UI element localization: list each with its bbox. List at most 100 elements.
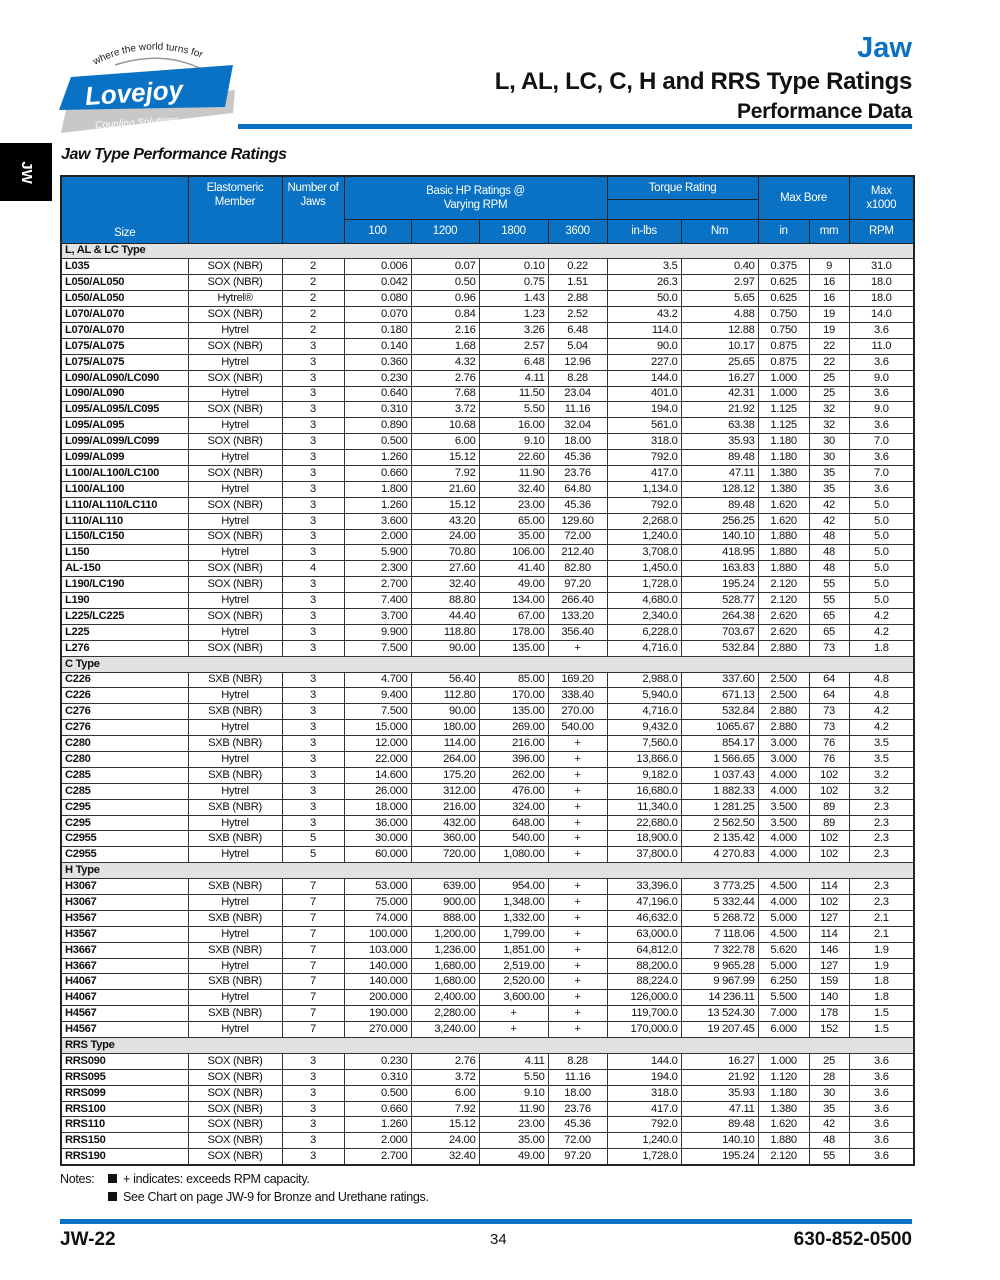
cell-hp-3600: +: [547, 798, 608, 816]
section-row: RRS Type: [60, 1037, 915, 1054]
cell-jaws: 3: [281, 417, 345, 435]
cell-bore-mm: 102: [808, 782, 850, 800]
cell-elastomeric: Hytrel: [187, 512, 283, 530]
cell-bore-in: 1.620: [757, 512, 810, 530]
cell-torque-inlbs: 88,224.0: [606, 973, 682, 991]
table-row: L190 Hytrel 3 7.400 88.80 134.00 266.40 4,680.0…: [60, 592, 915, 609]
cell-hp-1800: 3,600.00: [478, 989, 549, 1007]
side-tab: JW: [0, 143, 52, 201]
cell-hp-1200: 43.20: [410, 512, 480, 530]
cell-max-rpm: 18.0: [848, 290, 915, 308]
cell-bore-mm: 64: [808, 687, 850, 705]
cell-hp-1800: 540.00: [478, 830, 549, 848]
cell-size: L099/AL099/LC099: [60, 433, 189, 451]
header-hp-100: 100: [343, 218, 412, 244]
cell-torque-nm: 13 524.30: [680, 1005, 759, 1023]
cell-max-rpm: 9.0: [848, 401, 915, 419]
cell-size: L070/AL070: [60, 321, 189, 339]
cell-bore-mm: 30: [808, 449, 850, 466]
header-hp-1800: 1800: [478, 218, 549, 244]
cell-elastomeric: Hytrel: [187, 687, 283, 705]
section-row: H Type: [60, 862, 915, 880]
table-row: L090/AL090 Hytrel 3 0.640 7.68 11.50 23.04 401.…: [60, 385, 915, 403]
cell-size: H4567: [60, 1021, 189, 1039]
footer-rule: [60, 1219, 912, 1224]
cell-bore-in: 7.000: [757, 1005, 810, 1023]
cell-torque-inlbs: 561.0: [606, 417, 682, 435]
cell-torque-inlbs: 194.0: [606, 1068, 682, 1086]
cell-torque-nm: 140.10: [680, 528, 759, 546]
cell-size: L276: [60, 639, 189, 657]
cell-max-rpm: 3.2: [848, 766, 915, 784]
cell-max-rpm: 4.2: [848, 719, 915, 737]
cell-hp-1200: 312.00: [410, 782, 480, 800]
cell-torque-inlbs: 37,800.0: [606, 846, 682, 864]
cell-hp-1800: 2,520.00: [478, 973, 549, 991]
cell-elastomeric: SOX (NBR): [187, 464, 283, 482]
cell-bore-mm: 48: [808, 560, 850, 578]
table-row: H4067 Hytrel 7 200.000 2,400.00 3,600.00 +126,…: [60, 989, 915, 1007]
cell-torque-inlbs: 13,866.0: [606, 751, 682, 768]
cell-elastomeric: Hytrel: [187, 1021, 283, 1039]
cell-hp-1800: 396.00: [478, 751, 549, 768]
table-row: L225/LC225 SOX (NBR) 3 3.700 44.40 67.00 133.2…: [60, 607, 915, 625]
cell-hp-1200: 432.00: [410, 814, 480, 832]
cell-jaws: 7: [281, 941, 345, 959]
cell-hp-1200: 1.68: [410, 337, 480, 355]
cell-max-rpm: 1.9: [848, 957, 915, 975]
cell-torque-nm: 337.60: [680, 671, 759, 689]
table-row: C280 Hytrel 3 22.000 264.00 396.00 +13,866.0 1 …: [60, 751, 915, 768]
cell-elastomeric: Hytrel: [187, 925, 283, 943]
cell-bore-mm: 42: [808, 1116, 850, 1134]
cell-bore-mm: 64: [808, 671, 850, 689]
cell-size: H4567: [60, 1005, 189, 1023]
cell-bore-in: 1.620: [757, 496, 810, 514]
cell-size: L150: [60, 544, 189, 562]
note-item: See Chart on page JW-9 for Bronze and Ur…: [123, 1190, 429, 1204]
cell-size: L095/AL095: [60, 417, 189, 435]
cell-max-rpm: 1.8: [848, 639, 915, 657]
cell-hp-100: 75.000: [343, 894, 412, 911]
cell-bore-in: 1.180: [757, 1084, 810, 1102]
cell-max-rpm: 2.3: [848, 814, 915, 832]
table-row: L050/AL050 Hytrel® 2 0.080 0.96 1.43 2.88 50.0 5…: [60, 290, 915, 308]
cell-hp-100: 26.000: [343, 782, 412, 800]
cell-hp-1800: 1,080.00: [478, 846, 549, 864]
cell-jaws: 7: [281, 878, 345, 896]
cell-bore-in: 3.500: [757, 798, 810, 816]
cell-torque-nm: 418.95: [680, 544, 759, 562]
cell-hp-100: 36.000: [343, 814, 412, 832]
cell-torque-nm: 256.25: [680, 512, 759, 530]
cell-hp-1200: 24.00: [410, 528, 480, 546]
cell-size: C2955: [60, 830, 189, 848]
cell-jaws: 3: [281, 687, 345, 705]
cell-bore-mm: 35: [808, 464, 850, 482]
cell-size: C280: [60, 735, 189, 752]
cell-size: L035: [60, 258, 189, 276]
cell-bore-mm: 28: [808, 1068, 850, 1086]
cell-torque-inlbs: 47,196.0: [606, 894, 682, 911]
cell-hp-100: 0.500: [343, 1084, 412, 1102]
cell-hp-1200: 1,680.00: [410, 957, 480, 975]
cell-elastomeric: SXB (NBR): [187, 973, 283, 991]
cell-torque-inlbs: 417.0: [606, 1100, 682, 1118]
cell-hp-100: 0.042: [343, 274, 412, 292]
cell-torque-nm: 3 773.25: [680, 878, 759, 896]
cell-elastomeric: SXB (NBR): [187, 830, 283, 848]
cell-max-rpm: 3.6: [848, 1148, 915, 1166]
cell-size: C2955: [60, 846, 189, 864]
cell-hp-3600: 6.48: [547, 321, 608, 339]
cell-bore-in: 1.380: [757, 464, 810, 482]
table-row: C276 SXB (NBR) 3 7.500 90.00 135.00 270.00 4,71…: [60, 703, 915, 721]
cell-bore-in: 3.000: [757, 751, 810, 768]
cell-jaws: 3: [281, 766, 345, 784]
cell-size: L190/LC190: [60, 576, 189, 594]
cell-max-rpm: 3.5: [848, 735, 915, 752]
cell-jaws: 3: [281, 528, 345, 546]
cell-hp-1800: 135.00: [478, 639, 549, 657]
cell-hp-3600: 45.36: [547, 496, 608, 514]
cell-hp-1800: 5.50: [478, 1068, 549, 1086]
table-row: C2955 SXB (NBR) 5 30.000 360.00 540.00 +18,900…: [60, 830, 915, 848]
cell-bore-mm: 89: [808, 798, 850, 816]
cell-hp-100: 140.000: [343, 957, 412, 975]
